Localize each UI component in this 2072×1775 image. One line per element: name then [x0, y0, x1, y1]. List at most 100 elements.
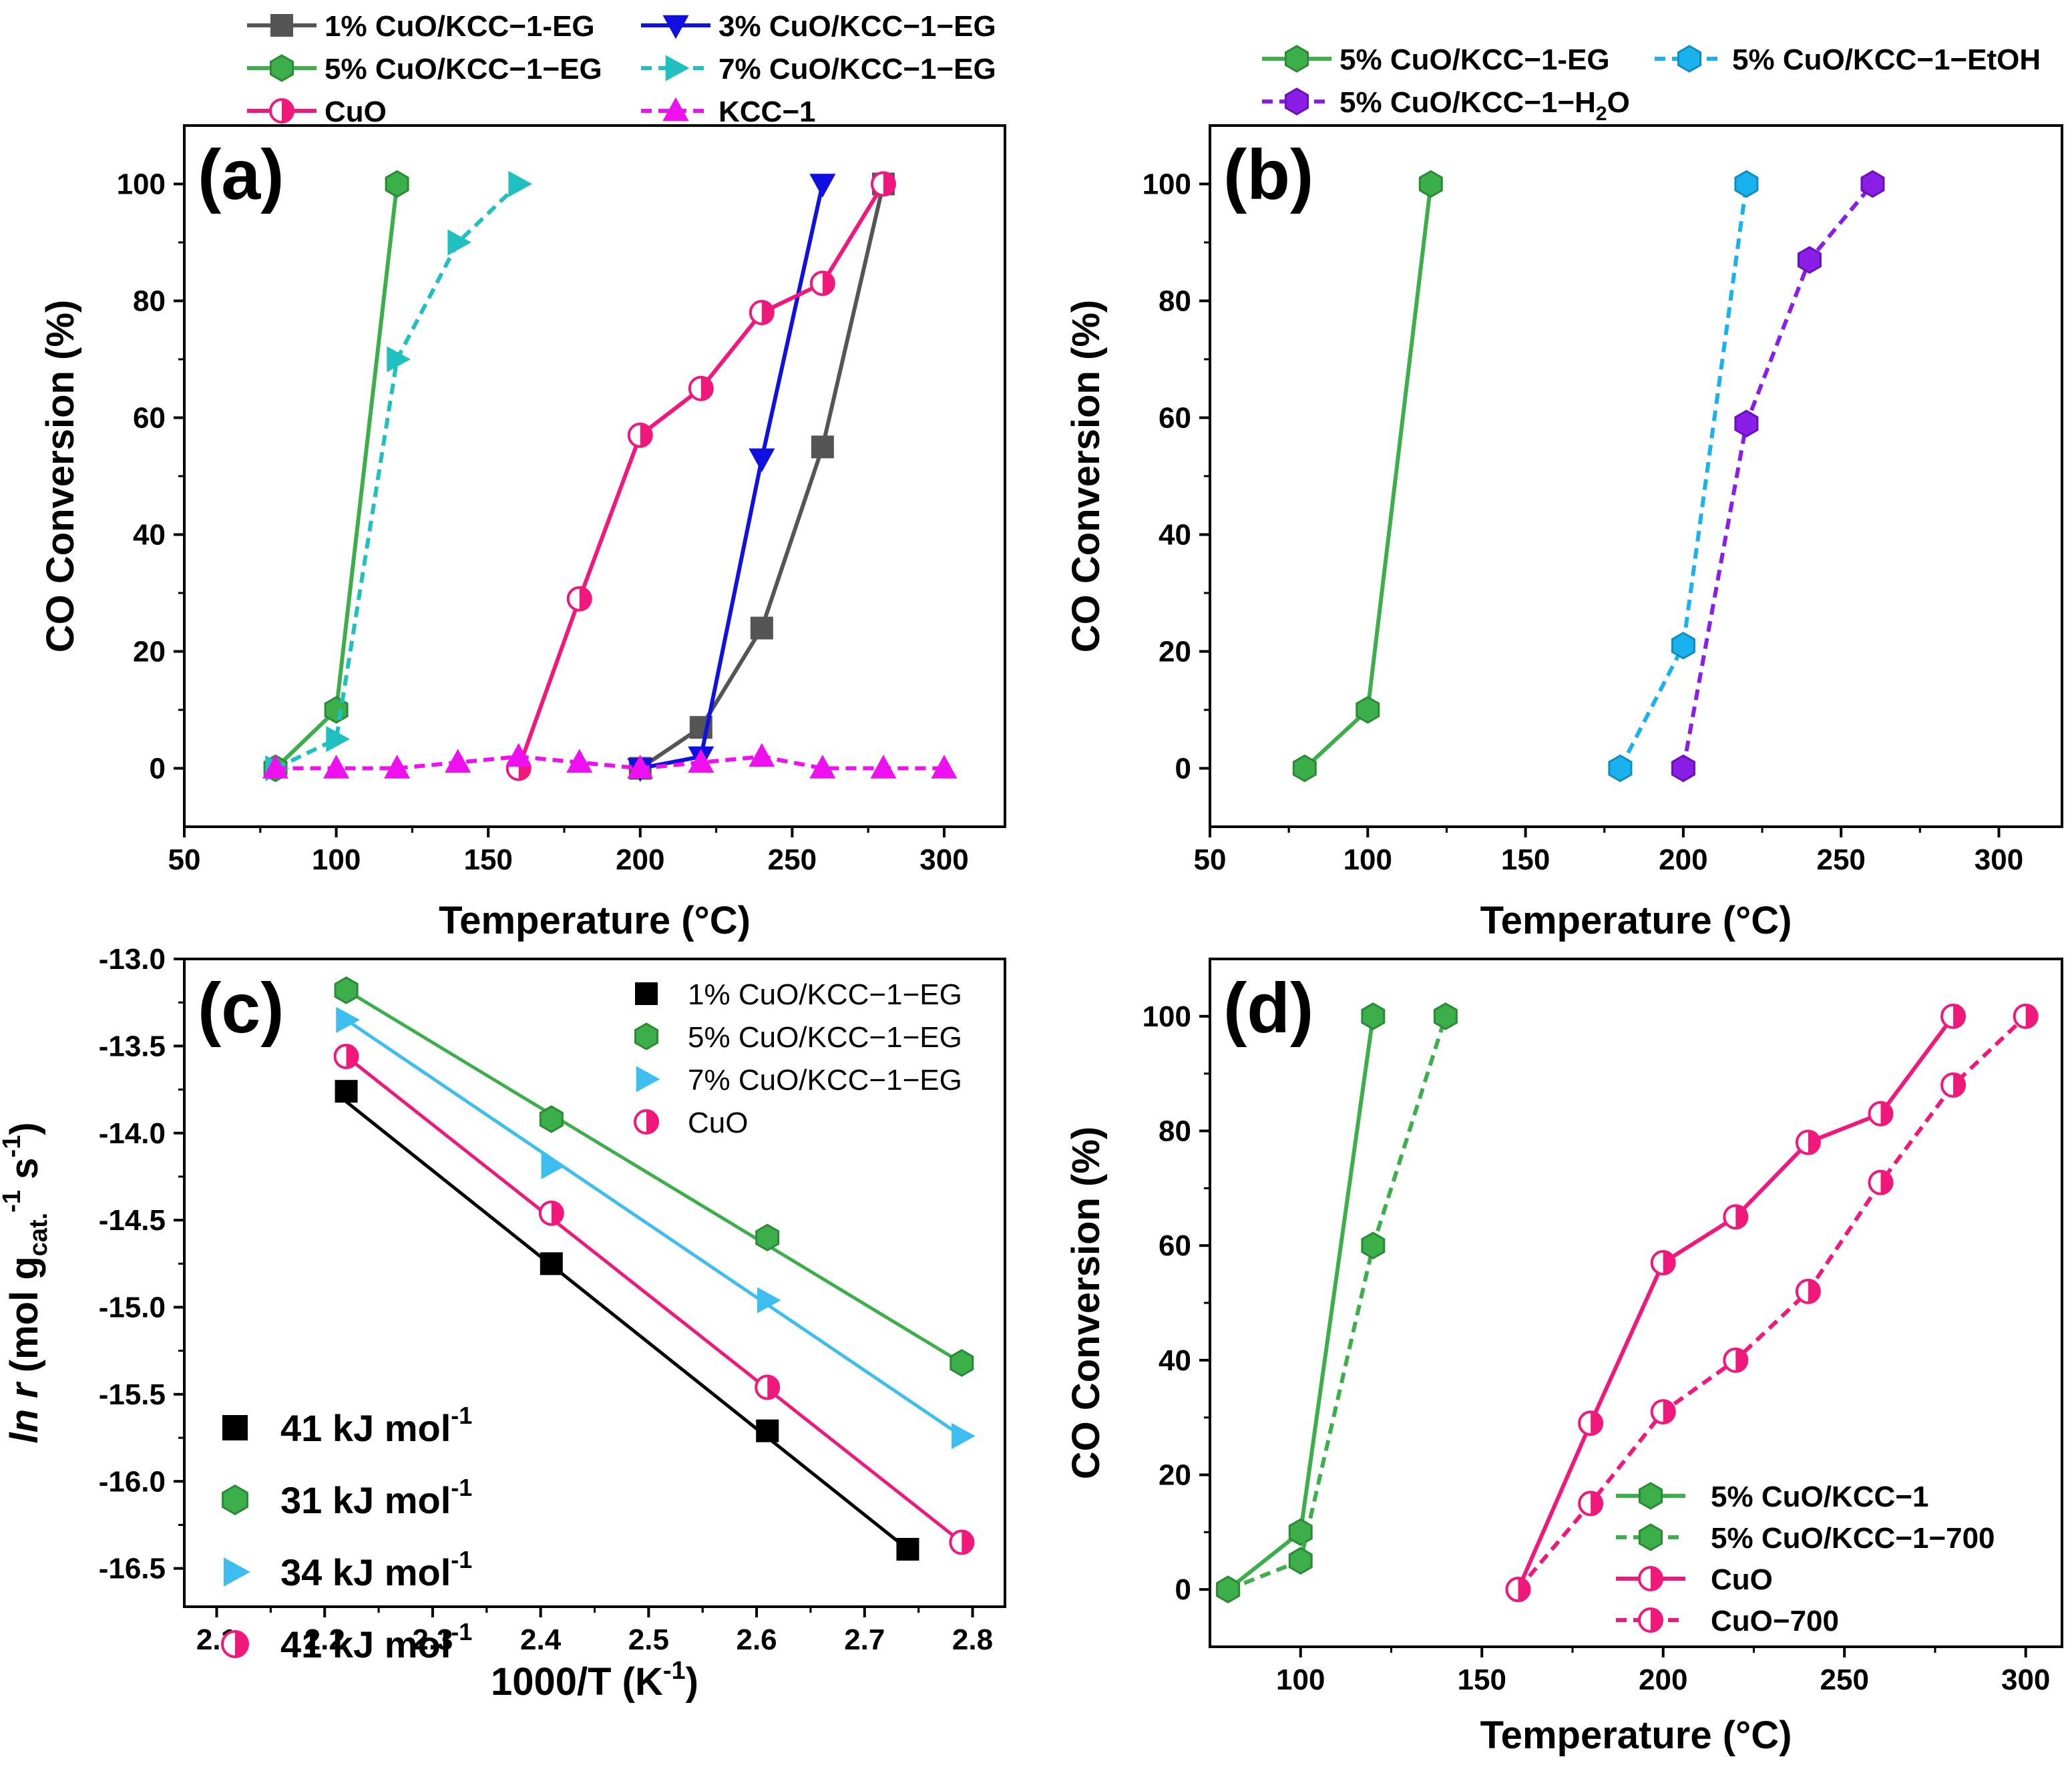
d-data-point-fill	[1880, 1102, 1892, 1125]
c-legend-label: 5% CuO/KCC−1−EG	[688, 1021, 962, 1054]
a-legend-label: 1% CuO/KCC−1-EG	[325, 10, 595, 43]
d-legend-marker	[1638, 1607, 1663, 1633]
c-energy-marker	[221, 1630, 249, 1658]
a-data-point	[387, 346, 411, 373]
c-x-axis-label-end: )	[686, 1660, 698, 1704]
d-series-1	[1216, 1002, 1458, 1603]
d-data-point	[1723, 1204, 1749, 1230]
a-legend-marker	[662, 15, 689, 39]
b-legend-label: 5% CuO/KCC−1-EG	[1339, 43, 1610, 76]
a-data-point	[447, 229, 472, 256]
a-data-point	[627, 422, 653, 448]
c-y-axis-label-text2: s	[3, 1158, 46, 1190]
a-data-point	[749, 448, 775, 473]
c-data-point	[952, 1422, 976, 1450]
b-legend-label-suffix: O	[1607, 86, 1630, 119]
c-xtick-label: 2.6	[736, 1623, 777, 1656]
b-ytick-label: 20	[1159, 636, 1191, 668]
c-series-line	[345, 1100, 909, 1551]
a-data-point	[809, 270, 835, 297]
d-data-point-fill	[1735, 1205, 1747, 1229]
b-ytick-label: 60	[1159, 402, 1191, 435]
a-xtick-label: 250	[768, 843, 817, 876]
c-data-point	[539, 1105, 564, 1133]
b-data-point	[1860, 170, 1885, 198]
c-legend-label: 1% CuO/KCC−1−EG	[688, 978, 962, 1011]
d-data-point	[1940, 1003, 1966, 1029]
d-legend-label: 5% CuO/KCC−1	[1711, 1481, 1928, 1513]
c-legend-label: CuO	[688, 1107, 748, 1139]
d-ytick-label: 100	[1143, 1000, 1191, 1033]
d-ytick-label: 0	[1175, 1573, 1191, 1606]
d-data-point-fill	[1591, 1412, 1603, 1435]
a-data-point	[508, 170, 533, 198]
d-ytick-label: 80	[1159, 1115, 1191, 1148]
d-data-point	[1361, 1002, 1386, 1030]
c-energy-marker	[222, 1484, 248, 1516]
c-series-2	[336, 1006, 976, 1450]
d-xtick-label: 150	[1458, 1663, 1506, 1696]
d-data-point-fill	[1808, 1279, 1820, 1303]
a-legend-label: 7% CuO/KCC−1−EG	[718, 53, 996, 85]
c-data-point-fill	[551, 1201, 563, 1225]
d-data-point	[1795, 1129, 1821, 1155]
b-ytick-label: 0	[1175, 753, 1191, 785]
b-legend-label-text: 5% CuO/KCC−1-EG	[1339, 43, 1610, 76]
b-legend-label-sub: 2	[1596, 103, 1607, 125]
d-data-point	[1868, 1101, 1894, 1127]
b-x-axis-label: Temperature (°C)	[1480, 899, 1792, 942]
a-xtick-label: 150	[463, 843, 512, 876]
d-legend-label: CuO−700	[1711, 1605, 1839, 1637]
a-data-point	[688, 375, 714, 401]
a-legend-marker	[269, 98, 294, 124]
c-energy-label-text: 41 kJ mol	[280, 1407, 451, 1449]
a-data-point	[931, 755, 958, 779]
panel-c: 2.1 2.2 2.3 2.4 2.5 2.6 2.7 2.8-13.0-13.5-14.0-…	[0, 943, 1006, 1704]
panel-a: 50 100 150 200 250 300 0 20 40 60 80 100 (a) Temperat…	[39, 10, 1006, 942]
d-data-point	[1361, 1231, 1386, 1259]
c-y-axis-label-sup1: -1	[0, 1190, 26, 1213]
d-xtick-label: 200	[1639, 1663, 1687, 1696]
a-ytick-label: 40	[133, 519, 166, 552]
b-xtick-label: 200	[1659, 843, 1707, 876]
a-data-point	[326, 726, 350, 753]
d-data-point-fill	[2025, 1004, 2037, 1028]
c-legend-label: 7% CuO/KCC−1−EG	[688, 1064, 962, 1097]
d-series-line	[1516, 1014, 2027, 1591]
b-series-0	[1292, 170, 1443, 783]
c-legend-marker	[634, 1022, 658, 1050]
c-data-point-fill	[962, 1531, 974, 1554]
d-legend-marker	[1638, 1566, 1663, 1591]
c-series-0	[335, 1080, 919, 1561]
d-data-point	[1288, 1547, 1313, 1575]
b-legend-marker	[1285, 87, 1309, 116]
a-data-point	[445, 749, 471, 773]
a-data-point	[750, 616, 773, 640]
b-data-point	[1292, 754, 1317, 783]
a-series-line	[640, 183, 825, 771]
c-y-axis-label-sub: cat.	[25, 1213, 53, 1256]
c-ytick-label: -14.0	[99, 1117, 166, 1150]
c-energy-label: 31 kJ mol-1	[280, 1474, 472, 1521]
a-legend-label: 5% CuO/KCC−1−EG	[325, 53, 602, 85]
c-x-axis-label-text: 1000/T (K	[491, 1660, 663, 1704]
panel-b: 50 100 150 200 250 300 0 20 40 60 80 100 (b) Temperat…	[1064, 43, 2063, 942]
c-data-point	[756, 1419, 779, 1442]
c-energy-label: 34 kJ mol-1	[280, 1546, 472, 1593]
b-legend-label-text: 5% CuO/KCC−1−EtOH	[1732, 43, 2041, 76]
c-energy-label-sup: -1	[451, 1546, 472, 1573]
d-legend-label: CuO	[1711, 1563, 1773, 1596]
d-series-line	[1227, 1015, 1448, 1591]
d-ytick-label: 40	[1159, 1344, 1191, 1377]
d-data-point	[1578, 1410, 1604, 1436]
b-series-line	[1681, 182, 1874, 769]
d-data-point-fill	[1808, 1131, 1820, 1154]
c-series-line	[345, 988, 963, 1365]
panel-d: 100 150 200 250 300 0 20 40 60 80 100 (d) Temperatur…	[1064, 958, 2063, 1757]
c-legend-marker	[635, 982, 658, 1005]
a-data-point	[809, 174, 836, 198]
b-series-1	[1608, 170, 1759, 783]
a-xtick-label: 100	[312, 843, 361, 876]
b-legend-marker	[1285, 45, 1309, 73]
c-energy-label-sup: -1	[451, 1618, 472, 1645]
